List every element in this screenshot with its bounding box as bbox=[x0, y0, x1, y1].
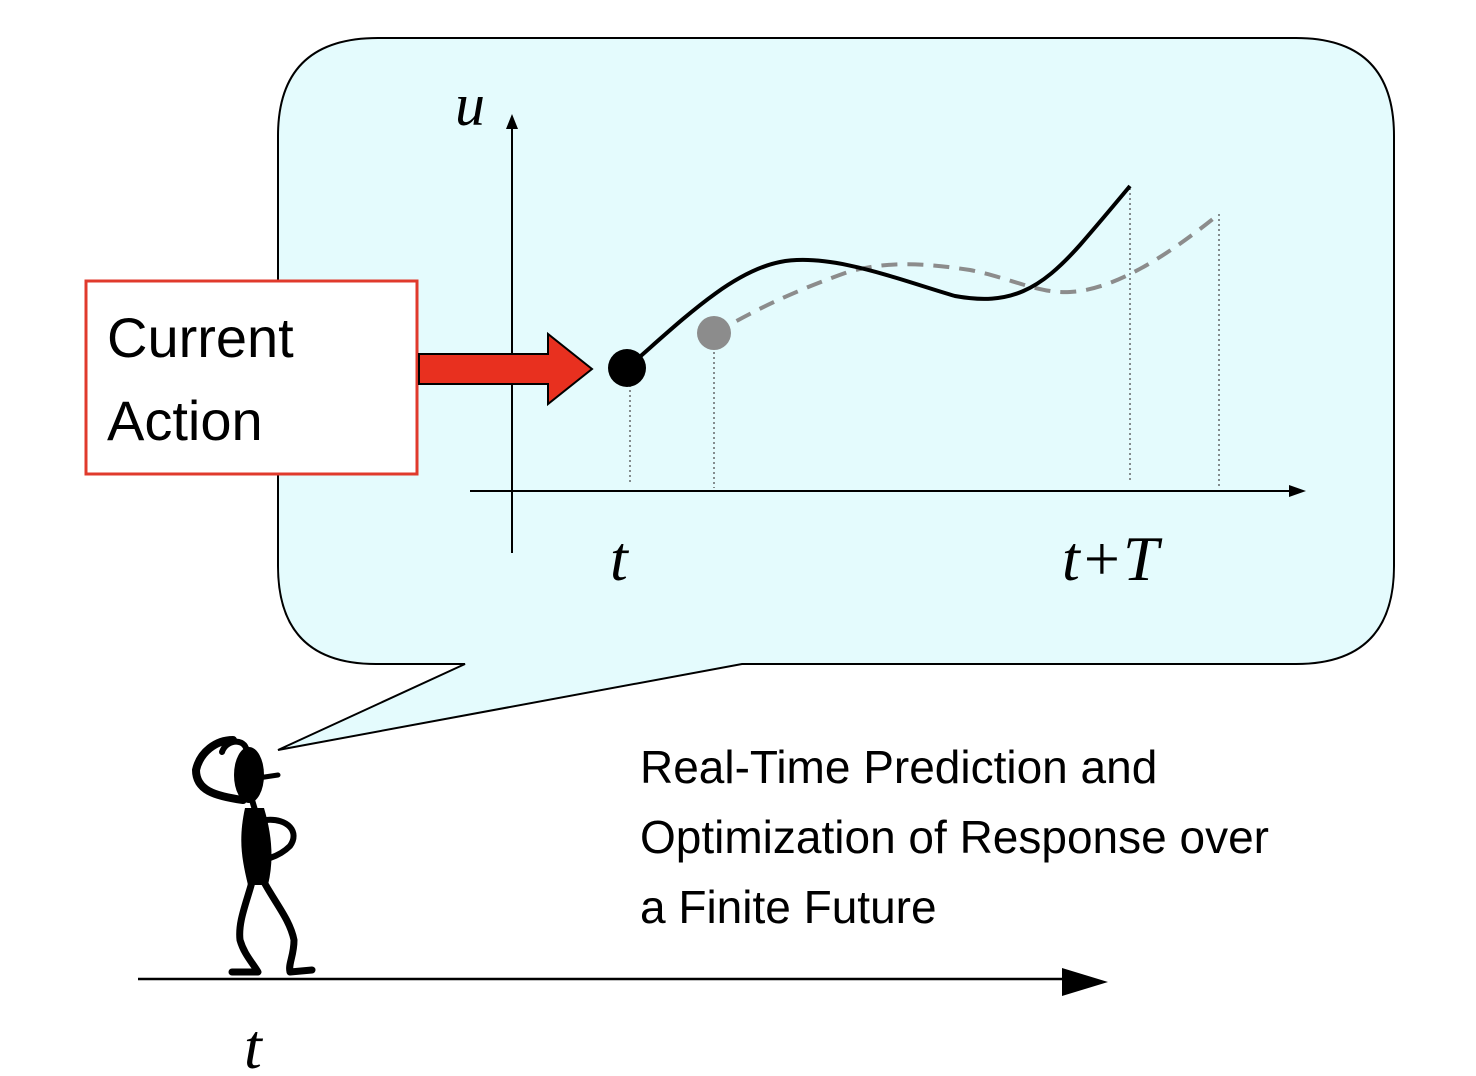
timeline-label: t bbox=[244, 1011, 264, 1076]
caption-line1: Real-Time Prediction and bbox=[640, 741, 1157, 793]
current-action-box bbox=[84, 279, 419, 476]
next-action-point bbox=[697, 316, 731, 350]
current-action-arrow bbox=[418, 331, 594, 407]
x-tick-t: t bbox=[610, 523, 630, 594]
current-action-point bbox=[608, 349, 646, 387]
predicted-trajectory-current bbox=[625, 184, 1132, 370]
current-action-label-line1: Current bbox=[107, 306, 294, 369]
u-axis-arrowhead bbox=[506, 114, 518, 129]
caption-line2: Optimization of Response over bbox=[640, 811, 1269, 863]
timeline-arrowhead bbox=[1062, 968, 1108, 996]
thinking-person-icon bbox=[191, 736, 316, 976]
caption-line3: a Finite Future bbox=[640, 881, 937, 933]
current-action-label-line2: Action bbox=[107, 389, 263, 452]
predicted-trajectory-next bbox=[712, 212, 1221, 336]
y-axis-label: u bbox=[455, 72, 485, 138]
x-tick-t-plus-T: t+T bbox=[1062, 523, 1163, 594]
time-axis-arrowhead bbox=[1289, 485, 1306, 497]
thought-bubble bbox=[277, 37, 1395, 751]
